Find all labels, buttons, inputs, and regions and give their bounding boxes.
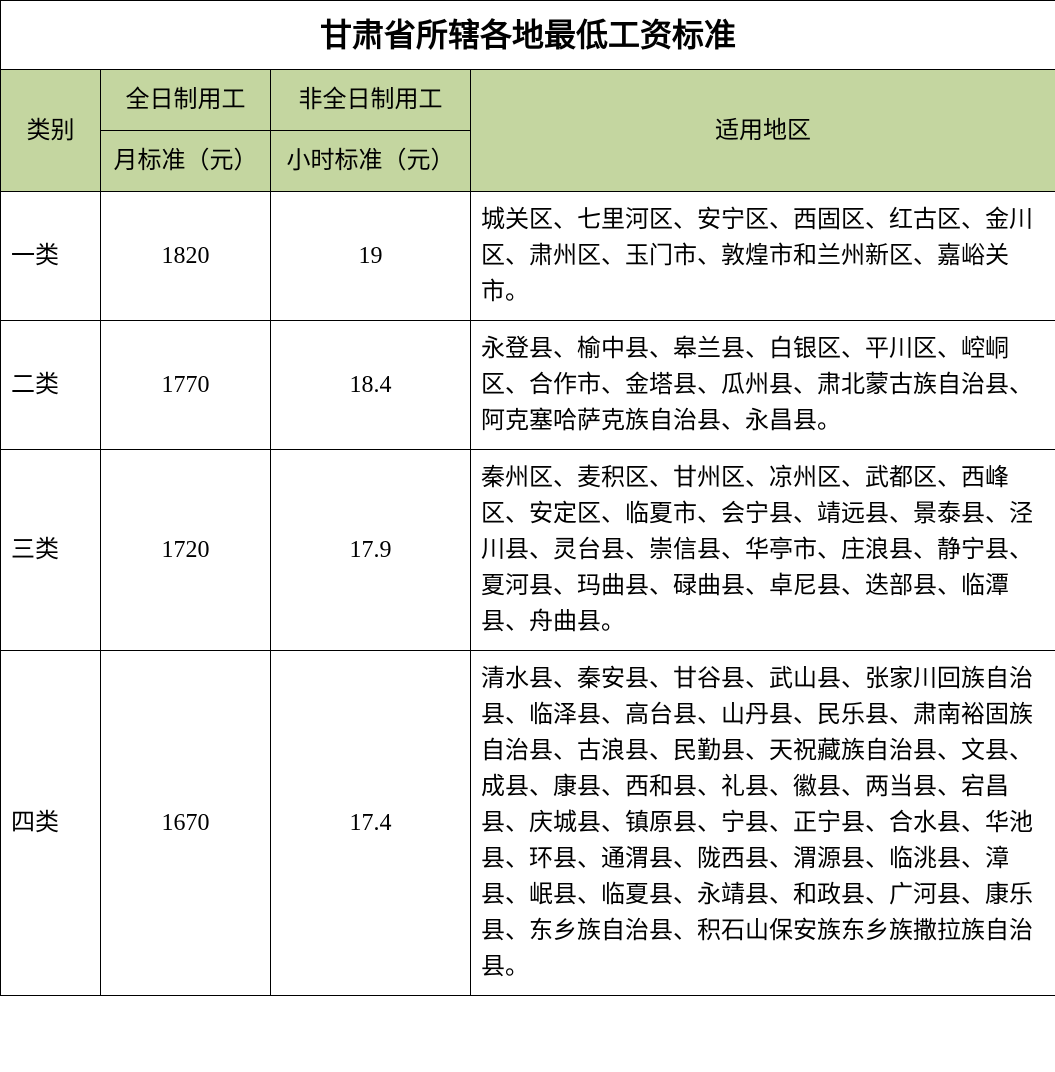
region-cell: 永登县、榆中县、皋兰县、白银区、平川区、崆峒区、合作市、金塔县、瓜州县、肃北蒙古…: [471, 321, 1055, 450]
category-cell: 一类: [1, 192, 101, 321]
hourly-cell: 17.4: [271, 651, 471, 996]
wage-table: 甘肃省所辖各地最低工资标准 类别 全日制用工 非全日制用工 适用地区 月标准（元…: [0, 0, 1055, 996]
category-cell: 三类: [1, 450, 101, 651]
table-row: 三类 1720 17.9 秦州区、麦积区、甘州区、凉州区、武都区、西峰区、安定区…: [1, 450, 1055, 651]
header-row-1: 类别 全日制用工 非全日制用工 适用地区: [1, 70, 1055, 131]
monthly-cell: 1670: [101, 651, 271, 996]
monthly-cell: 1720: [101, 450, 271, 651]
hourly-cell: 17.9: [271, 450, 471, 651]
hourly-cell: 18.4: [271, 321, 471, 450]
table-row: 一类 1820 19 城关区、七里河区、安宁区、西固区、红古区、金川区、肃州区、…: [1, 192, 1055, 321]
header-fulltime: 全日制用工: [101, 70, 271, 131]
header-parttime: 非全日制用工: [271, 70, 471, 131]
header-region: 适用地区: [471, 70, 1055, 192]
table-row: 四类 1670 17.4 清水县、秦安县、甘谷县、武山县、张家川回族自治县、临泽…: [1, 651, 1055, 996]
monthly-cell: 1820: [101, 192, 271, 321]
wage-table-container: 甘肃省所辖各地最低工资标准 类别 全日制用工 非全日制用工 适用地区 月标准（元…: [0, 0, 1055, 996]
region-cell: 秦州区、麦积区、甘州区、凉州区、武都区、西峰区、安定区、临夏市、会宁县、靖远县、…: [471, 450, 1055, 651]
header-hourly: 小时标准（元）: [271, 131, 471, 192]
header-monthly: 月标准（元）: [101, 131, 271, 192]
region-cell: 城关区、七里河区、安宁区、西固区、红古区、金川区、肃州区、玉门市、敦煌市和兰州新…: [471, 192, 1055, 321]
table-title: 甘肃省所辖各地最低工资标准: [1, 1, 1055, 70]
category-cell: 四类: [1, 651, 101, 996]
monthly-cell: 1770: [101, 321, 271, 450]
hourly-cell: 19: [271, 192, 471, 321]
category-cell: 二类: [1, 321, 101, 450]
table-row: 二类 1770 18.4 永登县、榆中县、皋兰县、白银区、平川区、崆峒区、合作市…: [1, 321, 1055, 450]
region-cell: 清水县、秦安县、甘谷县、武山县、张家川回族自治县、临泽县、高台县、山丹县、民乐县…: [471, 651, 1055, 996]
title-row: 甘肃省所辖各地最低工资标准: [1, 1, 1055, 70]
header-category: 类别: [1, 70, 101, 192]
